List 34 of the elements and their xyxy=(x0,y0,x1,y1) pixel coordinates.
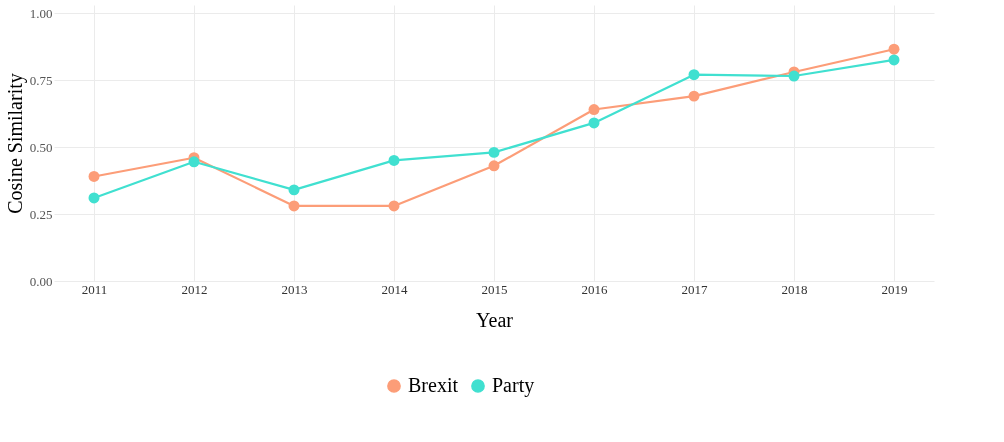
x-tick-label: 2016 xyxy=(581,281,608,297)
y-tick-label: 0.25 xyxy=(29,206,53,222)
point xyxy=(88,171,100,182)
point xyxy=(88,192,100,204)
point xyxy=(788,70,800,82)
point xyxy=(588,117,600,129)
point xyxy=(888,54,900,66)
y-tick-label: 1.00 xyxy=(29,5,53,21)
x-tick-label: 2013 xyxy=(281,281,308,297)
x-tick-label: 2012 xyxy=(181,281,208,297)
point xyxy=(288,184,300,196)
x-tick-label: 2011 xyxy=(81,281,108,297)
x-tick-label: 2018 xyxy=(781,281,808,297)
x-tick-label: 2014 xyxy=(381,281,408,297)
y-tick-label: 0.50 xyxy=(29,139,53,155)
x-axis-title: Year xyxy=(476,308,514,331)
x-tick-label: 2015 xyxy=(481,281,508,297)
point xyxy=(488,160,500,172)
point xyxy=(688,90,700,102)
point xyxy=(388,154,400,166)
legend-label: Party xyxy=(492,374,535,397)
point xyxy=(688,69,700,81)
y-tick-label: 0.75 xyxy=(29,72,53,88)
point xyxy=(888,43,900,55)
x-tick-label: 2017 xyxy=(681,281,708,297)
point xyxy=(388,200,400,212)
y-tick-label: 0.00 xyxy=(29,273,53,289)
point xyxy=(288,200,300,212)
point xyxy=(488,146,500,158)
point xyxy=(188,156,200,168)
legend-label: Brexit xyxy=(408,374,459,396)
point xyxy=(588,104,600,115)
x-tick-label: 2019 xyxy=(881,281,908,297)
y-axis-title: Cosine Similarity xyxy=(3,73,27,214)
